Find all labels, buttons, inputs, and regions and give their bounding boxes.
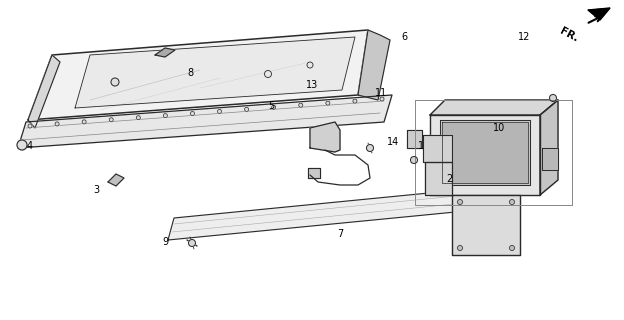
Polygon shape	[425, 162, 452, 195]
Text: 6: 6	[401, 32, 407, 42]
Circle shape	[510, 199, 515, 204]
Text: FR.: FR.	[558, 26, 580, 44]
Circle shape	[411, 156, 417, 164]
Polygon shape	[440, 120, 530, 185]
Text: 4: 4	[27, 140, 33, 151]
Circle shape	[136, 116, 140, 120]
Circle shape	[366, 145, 374, 151]
Text: 12: 12	[518, 32, 530, 42]
Circle shape	[55, 122, 59, 126]
Polygon shape	[155, 48, 175, 57]
Text: 13: 13	[306, 80, 318, 90]
Circle shape	[510, 245, 515, 251]
Text: 9: 9	[162, 236, 168, 247]
Text: 5: 5	[268, 100, 275, 111]
Polygon shape	[18, 95, 392, 148]
Text: 3: 3	[94, 185, 100, 196]
Polygon shape	[75, 37, 355, 108]
Circle shape	[111, 78, 119, 86]
Text: 14: 14	[387, 137, 399, 148]
Circle shape	[353, 99, 357, 103]
Circle shape	[326, 101, 330, 105]
Polygon shape	[407, 130, 422, 148]
Circle shape	[271, 105, 276, 109]
Circle shape	[218, 109, 222, 114]
Polygon shape	[168, 188, 480, 240]
Polygon shape	[442, 122, 528, 183]
Circle shape	[550, 94, 557, 101]
Circle shape	[28, 124, 32, 128]
Circle shape	[307, 62, 313, 68]
Circle shape	[190, 112, 195, 116]
Circle shape	[82, 120, 86, 124]
Circle shape	[163, 114, 167, 118]
Circle shape	[299, 103, 303, 107]
Polygon shape	[452, 195, 520, 255]
Polygon shape	[28, 30, 368, 120]
Polygon shape	[358, 30, 390, 100]
Circle shape	[109, 118, 113, 122]
Text: 10: 10	[493, 123, 505, 133]
Text: 1: 1	[418, 140, 424, 151]
Polygon shape	[423, 135, 452, 162]
Polygon shape	[308, 168, 320, 178]
Circle shape	[17, 140, 27, 150]
Text: 2: 2	[446, 174, 452, 184]
Text: 7: 7	[337, 228, 343, 239]
Circle shape	[188, 239, 195, 246]
Circle shape	[245, 108, 248, 111]
Circle shape	[457, 199, 462, 204]
Polygon shape	[542, 148, 558, 170]
Circle shape	[457, 245, 462, 251]
Text: 8: 8	[187, 68, 193, 78]
Circle shape	[265, 70, 271, 77]
Polygon shape	[430, 115, 540, 195]
Polygon shape	[588, 8, 610, 20]
Polygon shape	[430, 100, 558, 115]
Polygon shape	[310, 122, 340, 152]
Text: 11: 11	[374, 88, 387, 98]
Polygon shape	[540, 100, 558, 195]
Polygon shape	[28, 55, 60, 128]
Circle shape	[380, 97, 384, 101]
Polygon shape	[108, 174, 124, 186]
